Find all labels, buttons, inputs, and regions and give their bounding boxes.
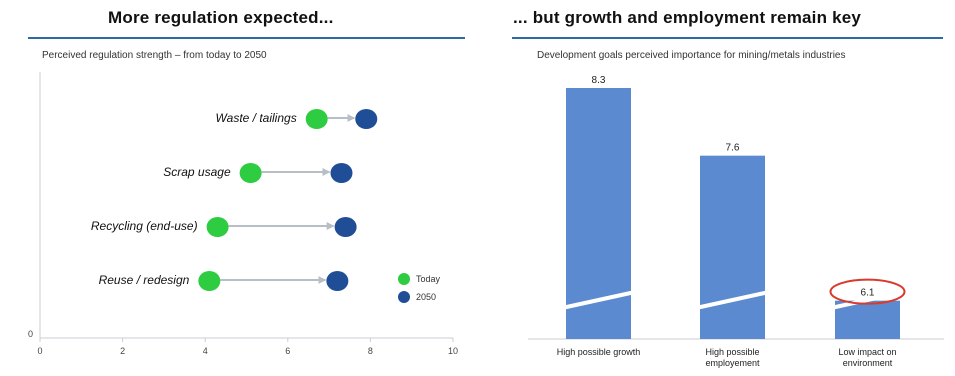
legend-today-label: Today bbox=[416, 274, 441, 284]
left-x-tick-label: 4 bbox=[203, 346, 208, 356]
bar-value-label: 8.3 bbox=[592, 75, 606, 86]
today-point bbox=[198, 271, 221, 291]
legend-today-swatch bbox=[398, 273, 410, 285]
left-y-tick-label: 0 bbox=[28, 329, 33, 339]
y2050-point bbox=[334, 217, 357, 237]
left-x-tick-label: 10 bbox=[448, 346, 458, 356]
left-x-tick-label: 0 bbox=[37, 346, 42, 356]
axis-break-slash bbox=[830, 290, 905, 310]
y2050-point bbox=[330, 163, 353, 183]
category-label: Waste / tailings bbox=[216, 111, 297, 125]
bar-value-label: 7.6 bbox=[726, 143, 740, 154]
today-point bbox=[239, 163, 262, 183]
left-panel-title: More regulation expected... bbox=[108, 8, 334, 27]
right-panel-title: ... but growth and employment remain key bbox=[513, 8, 862, 27]
y2050-point bbox=[326, 271, 349, 291]
legend-2050-swatch bbox=[398, 291, 410, 303]
category-label: Scrap usage bbox=[163, 165, 231, 179]
bar-category-label: Low impact on bbox=[838, 347, 896, 357]
legend-2050-label: 2050 bbox=[416, 292, 436, 302]
category-label: Recycling (end-use) bbox=[91, 219, 198, 233]
axis-break-slash bbox=[695, 290, 770, 310]
highlight-circle bbox=[829, 278, 906, 305]
y2050-point bbox=[355, 109, 378, 129]
bar-category-label: High possible bbox=[705, 347, 759, 357]
axis-break-slash bbox=[561, 290, 636, 310]
bar-category-label: High possible growth bbox=[557, 347, 641, 357]
left-x-tick-label: 6 bbox=[285, 346, 290, 356]
bar-value-label: 6.1 bbox=[861, 288, 875, 299]
category-label: Reuse / redesign bbox=[99, 273, 190, 287]
right-chart-subtitle: Development goals perceived importance f… bbox=[537, 50, 846, 61]
left-x-tick-label: 8 bbox=[368, 346, 373, 356]
bar-category-label: employement bbox=[705, 358, 760, 368]
bar-category-label: environment bbox=[843, 358, 893, 368]
right-title-rule bbox=[512, 37, 943, 39]
today-point bbox=[305, 109, 328, 129]
left-chart-subtitle: Perceived regulation strength – from tod… bbox=[42, 50, 267, 61]
left-title-rule bbox=[28, 37, 465, 39]
left-x-tick-label: 2 bbox=[120, 346, 125, 356]
value-bar bbox=[835, 300, 900, 339]
today-point bbox=[206, 217, 229, 237]
value-bar bbox=[700, 155, 765, 339]
